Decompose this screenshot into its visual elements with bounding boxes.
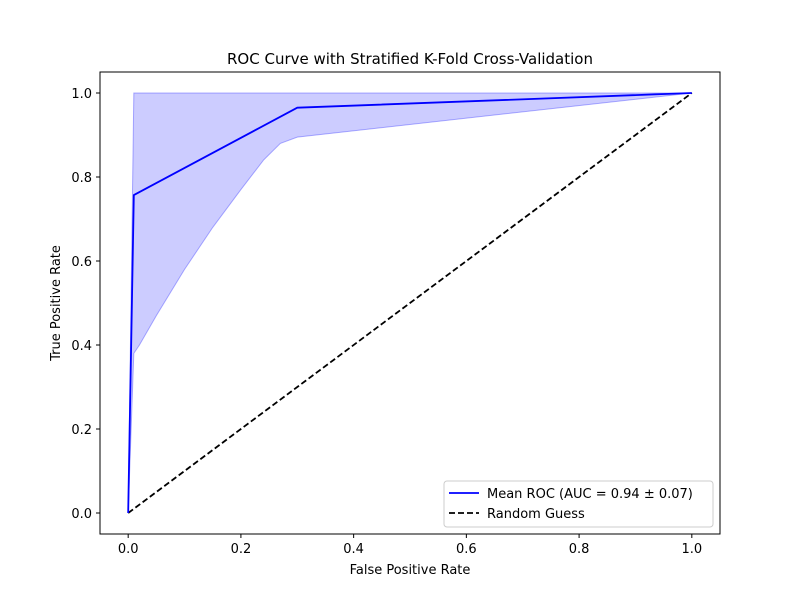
y-axis-label: True Positive Rate: [49, 245, 64, 362]
x-tick-label: 0.0: [118, 542, 139, 557]
y-tick-label: 1.0: [71, 87, 92, 102]
series-line-mean-roc: [127, 92, 692, 514]
x-tick-label: 0.4: [343, 542, 364, 557]
plot-frame: [99, 71, 721, 535]
y-tick-label: 0.8: [71, 171, 92, 186]
series-line-random-guess: [127, 92, 693, 514]
x-axis-label: False Positive Rate: [350, 563, 471, 578]
x-tick-label: 0.6: [456, 542, 477, 557]
legend-label-mean-roc: Mean ROC (AUC = 0.94 ± 0.07): [487, 487, 693, 502]
legend-box: [443, 480, 714, 528]
x-tick-label: 0.2: [231, 542, 252, 557]
chart-title: ROC Curve with Stratified K-Fold Cross-V…: [227, 50, 593, 68]
y-tick-label: 0.0: [71, 507, 92, 522]
y-tick-label: 0.2: [71, 423, 92, 438]
series-layer: [127, 92, 693, 514]
x-axis: 0.0 0.2 0.4 0.6 0.8 1.0: [118, 534, 702, 557]
y-tick-label: 0.6: [71, 255, 92, 270]
legend: Mean ROC (AUC = 0.94 ± 0.07) Random Gues…: [443, 480, 714, 528]
x-tick-label: 0.8: [569, 542, 590, 557]
y-tick-label: 0.4: [71, 339, 92, 354]
y-axis: 0.0 0.2 0.4 0.6 0.8 1.0: [71, 87, 100, 522]
legend-label-random-guess: Random Guess: [487, 507, 585, 522]
x-tick-label: 1.0: [681, 542, 702, 557]
plot-area: [99, 71, 721, 535]
